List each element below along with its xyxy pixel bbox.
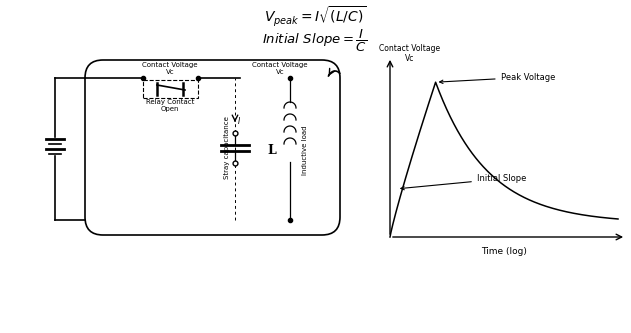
- Text: Inductive load: Inductive load: [302, 125, 308, 175]
- Text: Contact Voltage
Vc: Contact Voltage Vc: [142, 62, 198, 75]
- Text: I: I: [238, 117, 240, 126]
- Text: Stray capacitance: Stray capacitance: [224, 117, 230, 179]
- Bar: [143, 80, 198, 98]
- Text: Initial Slope: Initial Slope: [401, 174, 526, 190]
- Text: Contact Voltage
Vc: Contact Voltage Vc: [252, 62, 308, 75]
- Text: Time (log): Time (log): [481, 247, 527, 256]
- Text: $V_{peak} = I\sqrt{(L/C)}$: $V_{peak} = I\sqrt{(L/C)}$: [264, 5, 366, 29]
- Text: Peak Voltage: Peak Voltage: [440, 73, 555, 84]
- Text: L: L: [268, 144, 276, 157]
- Text: Relay Contact
Open: Relay Contact Open: [146, 99, 194, 112]
- Text: Contact Voltage
Vc: Contact Voltage Vc: [379, 44, 440, 63]
- Text: $\mathit{Initial\ Slope} = \dfrac{I}{C}$: $\mathit{Initial\ Slope} = \dfrac{I}{C}$: [262, 28, 368, 54]
